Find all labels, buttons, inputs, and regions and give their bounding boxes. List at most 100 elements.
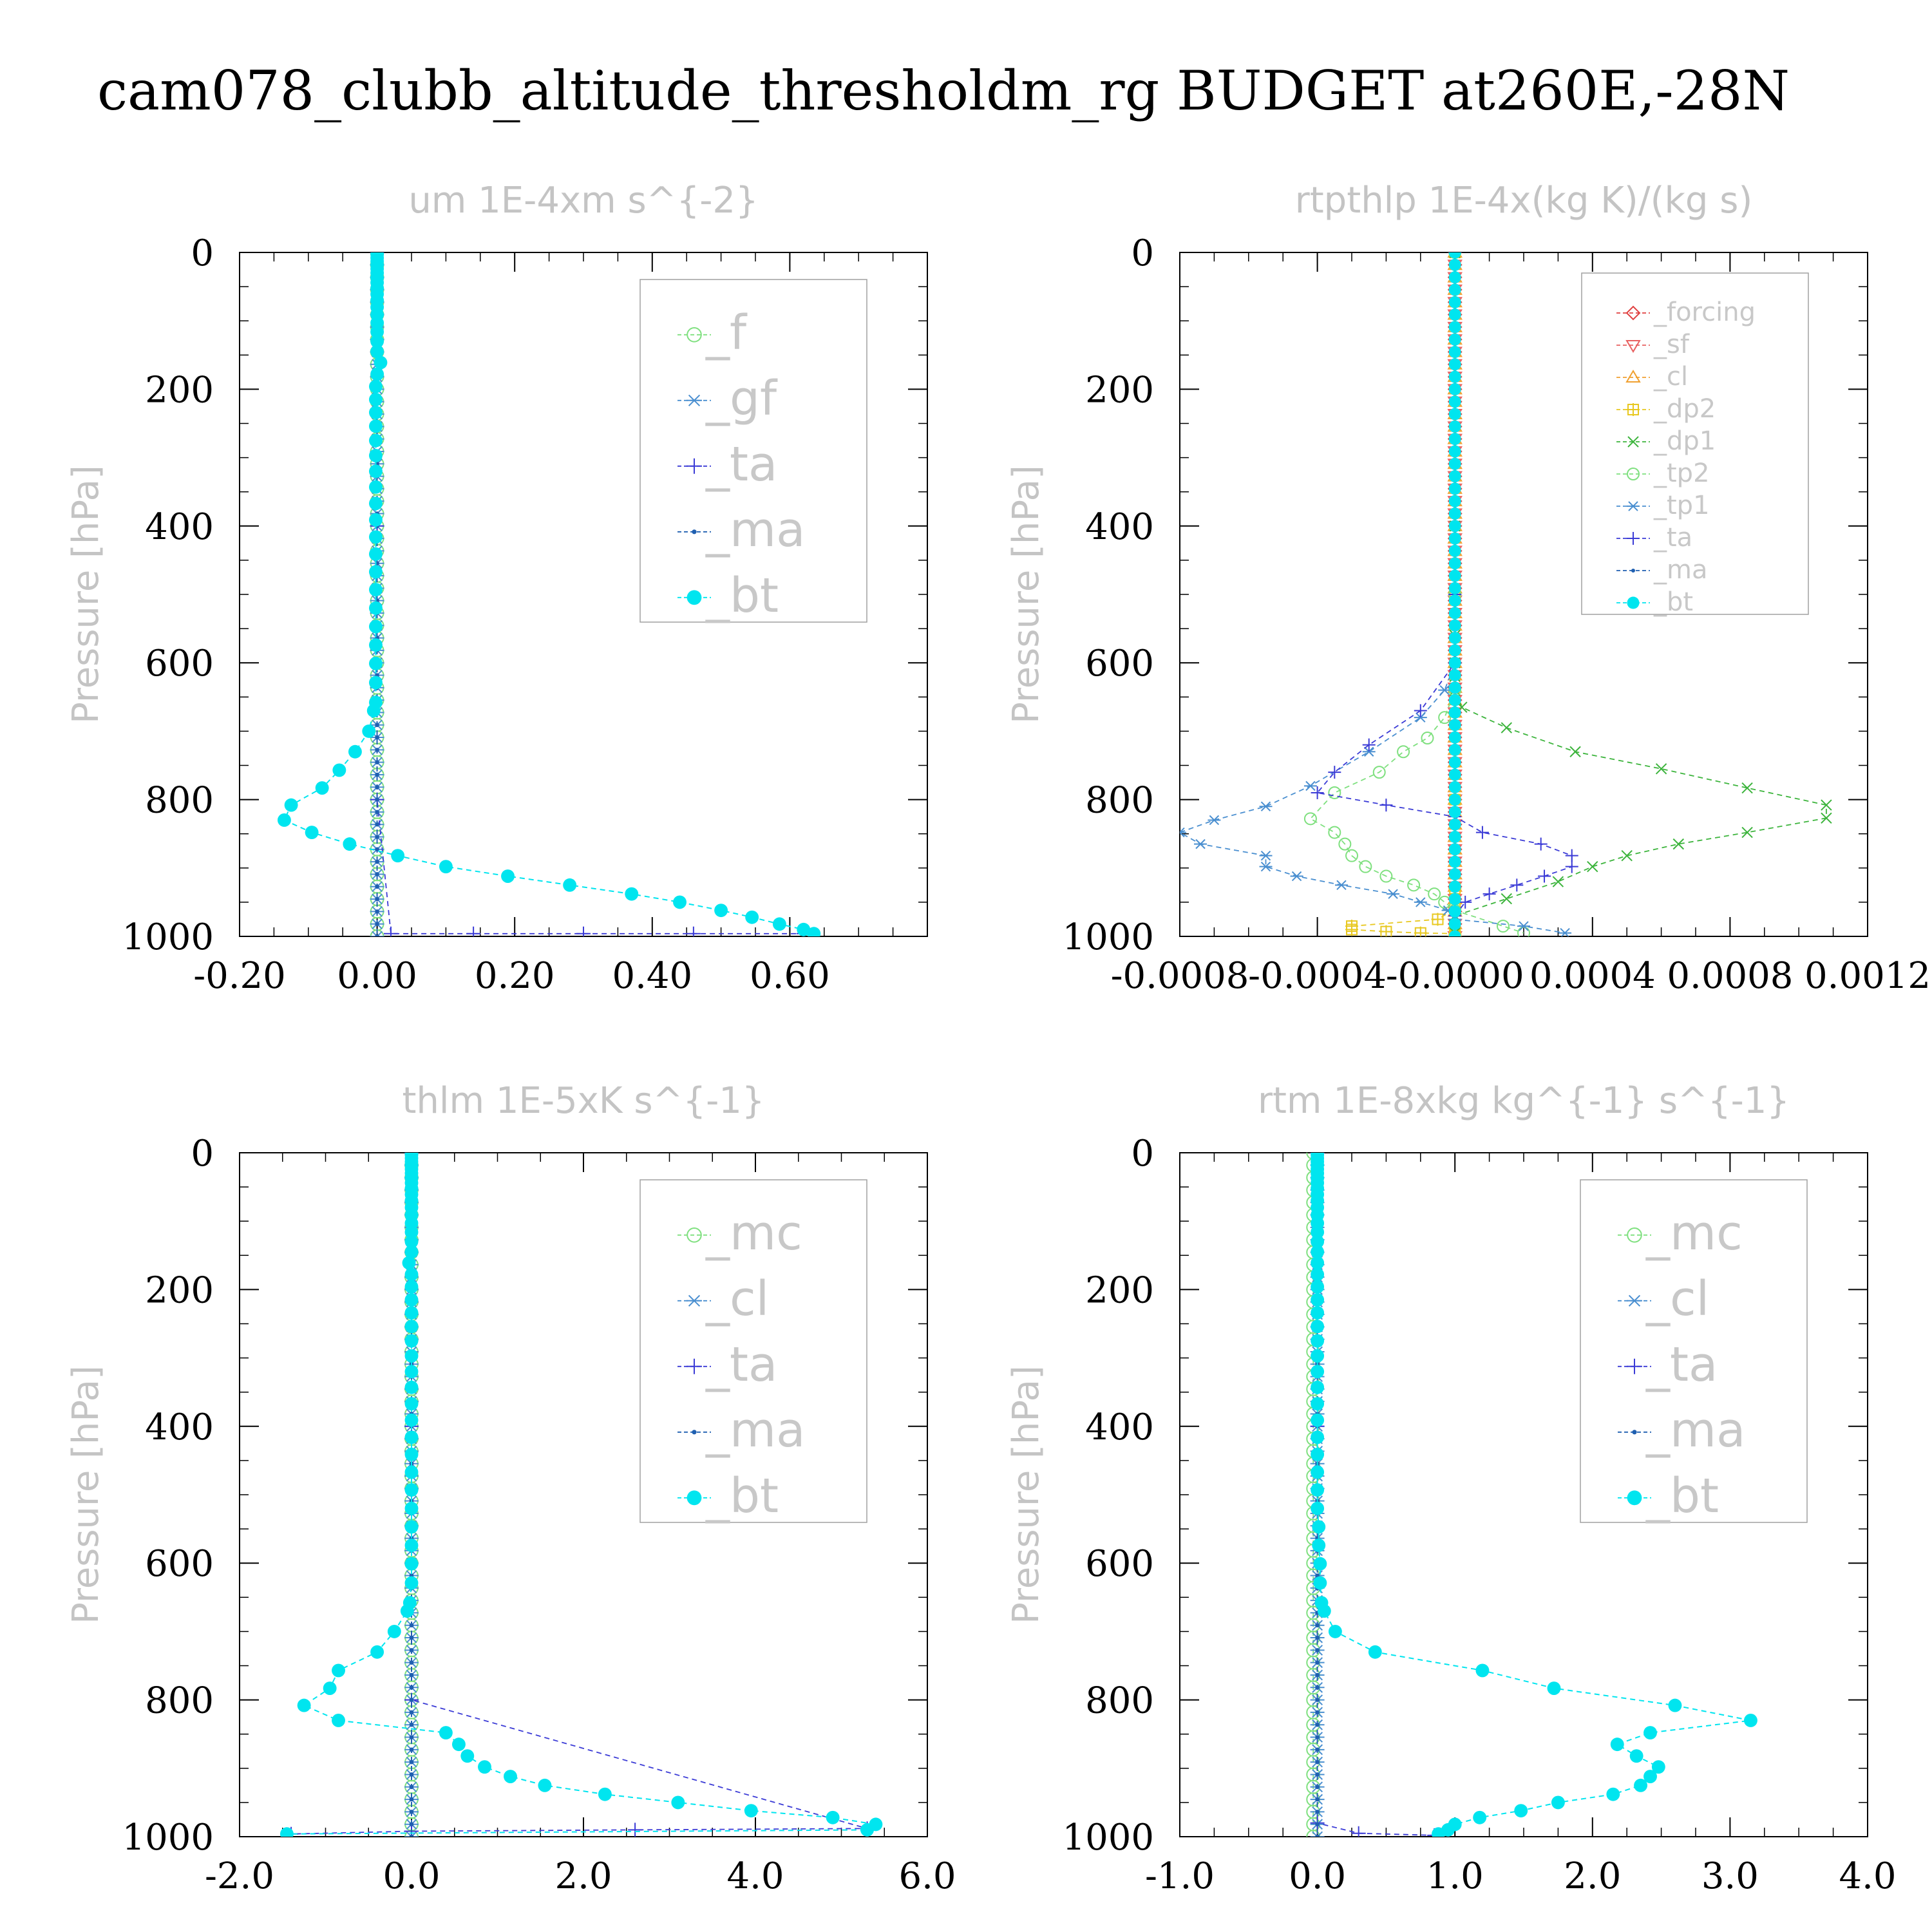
legend-entry-dp2: _dp2	[1616, 394, 1716, 424]
series-bt-point	[1311, 1256, 1325, 1270]
series-bt-point	[745, 910, 759, 924]
plot-area	[279, 1153, 883, 1837]
series-ta-point	[1510, 878, 1524, 892]
series-bt-point	[1311, 1483, 1325, 1497]
y-tick-label: 200	[1085, 369, 1154, 411]
legend-swatch-marker	[687, 327, 702, 343]
series-bt-point	[404, 1557, 419, 1571]
legend-swatch-marker	[1632, 1430, 1637, 1435]
series-bt-point	[860, 1823, 875, 1837]
panel-um: um 1E-4xm s^{-2} Pressure [hPa] 0 200 400 600…	[65, 180, 928, 997]
series-bt-point	[305, 826, 319, 840]
series-dp2-point	[1414, 926, 1427, 936]
series-bt-point	[1448, 308, 1461, 321]
series-bt-point	[1313, 1576, 1327, 1590]
series-tp2-point	[1359, 860, 1372, 873]
series-ma-point	[409, 1797, 414, 1802]
series-tp2-point	[1328, 826, 1341, 839]
series-bt-point	[370, 334, 384, 348]
series-ma-point	[409, 1759, 414, 1765]
series-tp1-point	[1414, 712, 1427, 723]
series-bt-point	[404, 1539, 419, 1553]
series-ma-point	[1315, 1722, 1320, 1727]
legend-entry-cl: _cl	[1616, 362, 1688, 392]
series-tp1-point	[1290, 871, 1303, 882]
legend-swatch-marker	[1631, 569, 1635, 573]
series-bt-point	[369, 513, 383, 527]
series-ma-point	[1315, 1834, 1320, 1837]
legend-label: _ma	[1653, 555, 1707, 585]
series-ma-point	[409, 1710, 414, 1715]
series-ma-point	[375, 835, 379, 839]
series-bt-point	[369, 547, 383, 561]
series-bt-point	[369, 419, 383, 433]
panel-rtpthlp: rtpthlp 1E-4x(kg K)/(kg s) Pressure [hPa]…	[1005, 180, 1931, 997]
y-tick-label: 400	[1085, 1406, 1154, 1448]
series-bt-point	[1311, 1413, 1325, 1427]
legend: _mc _cl _ta _ma _bt	[639, 1179, 867, 1524]
y-axis-label: Pressure [hPa]	[65, 465, 107, 724]
legend-label: _tp1	[1653, 491, 1710, 520]
series-dp1-point	[1587, 860, 1598, 873]
legend-label: _ta	[1645, 1337, 1718, 1392]
series-ma-point	[409, 1685, 414, 1690]
series-bt-point	[1448, 345, 1461, 358]
panel-title: um 1E-4xm s^{-2}	[408, 180, 758, 222]
series-ta-point	[1482, 887, 1496, 901]
y-tick-label: 800	[145, 780, 214, 822]
series-ma-point	[409, 1660, 414, 1665]
series-bt-point	[362, 724, 376, 738]
series-bt-point	[404, 1306, 419, 1320]
legend-entry-ma: _ma	[677, 502, 805, 558]
legend-label: _mc	[1645, 1206, 1743, 1261]
legend-label: _ma	[705, 1403, 805, 1458]
series-ma-point	[375, 934, 379, 936]
series-bt-point	[1448, 482, 1461, 495]
legend: _f _gf _ta _ma _bt	[639, 279, 867, 623]
legend-swatch-marker	[1627, 436, 1639, 448]
series-ma-point	[375, 797, 379, 802]
series-ma-point	[409, 1810, 414, 1814]
series-bt-point	[404, 1483, 419, 1497]
series-bt-point	[1448, 855, 1461, 868]
series-bt-point	[1311, 1430, 1325, 1444]
series-dp1-point	[1741, 782, 1753, 794]
series-bt-point	[1448, 420, 1461, 433]
series-tp1-point	[1414, 897, 1427, 907]
series-tp1-point	[1194, 838, 1208, 849]
series-bt-point	[1448, 669, 1461, 682]
series-ma-point	[409, 1822, 414, 1826]
y-tick-label: 200	[1085, 1269, 1154, 1311]
legend: _mc _cl _ta _ma _bt	[1580, 1179, 1808, 1524]
series-bt-point	[1311, 1267, 1325, 1282]
series-bt-point	[1311, 1320, 1325, 1334]
series-dp1-point	[1741, 826, 1753, 838]
panel-title: rtm 1E-8xkg kg^{-1} s^{-1}	[1258, 1080, 1790, 1122]
series-tp2-point	[1496, 920, 1510, 933]
legend-entry-f: _f	[677, 305, 748, 361]
series-ta-point	[1565, 849, 1578, 862]
series-ma-point	[375, 748, 379, 752]
series-bt-point	[297, 1698, 311, 1712]
series-bt-point	[404, 1413, 419, 1427]
series-bt-point	[369, 497, 383, 511]
legend-swatch-marker	[1627, 1358, 1642, 1374]
series-bt-point	[1448, 358, 1461, 371]
series-bt-point	[451, 1738, 466, 1752]
series-bt-point	[369, 676, 383, 690]
series-tp2-point	[1303, 812, 1317, 826]
series-bt-point	[1311, 1225, 1325, 1239]
y-tick-label: 1000	[1062, 916, 1154, 958]
series-bt-point	[1311, 1447, 1325, 1461]
x-tick-label: -2.0	[205, 1855, 274, 1897]
series-bt-point	[369, 406, 383, 419]
series-bt-point	[404, 1267, 419, 1282]
series-bt-point	[332, 1663, 345, 1678]
series-bt-point	[404, 1293, 419, 1307]
series-bt-point	[1448, 694, 1461, 706]
series-ma-point	[409, 1772, 414, 1777]
series-ta-point	[1351, 1826, 1366, 1837]
series-tp1-point	[1303, 781, 1317, 791]
series-ta-point	[1475, 826, 1489, 839]
